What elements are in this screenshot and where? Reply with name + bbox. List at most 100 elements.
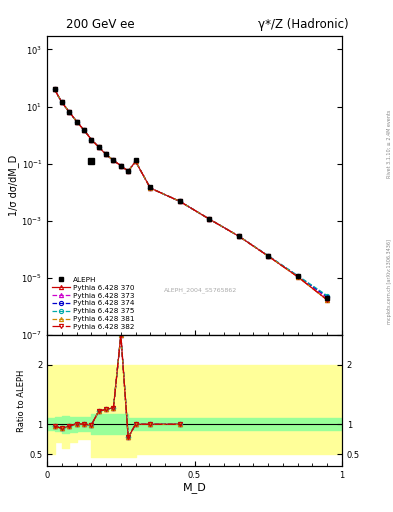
Text: 200 GeV ee: 200 GeV ee	[66, 18, 134, 31]
Pythia 6.428 374	[207, 216, 212, 222]
Pythia 6.428 374	[104, 152, 108, 158]
Pythia 6.428 373	[89, 137, 94, 143]
Pythia 6.428 374	[119, 163, 123, 169]
Pythia 6.428 374	[296, 273, 300, 279]
Y-axis label: Ratio to ALEPH: Ratio to ALEPH	[17, 369, 26, 432]
Pythia 6.428 370	[148, 185, 152, 191]
Pythia 6.428 382	[104, 152, 108, 158]
Pythia 6.428 374	[74, 118, 79, 124]
Pythia 6.428 382	[126, 168, 130, 174]
Pythia 6.428 375	[148, 185, 152, 191]
Pythia 6.428 382	[111, 157, 116, 163]
Pythia 6.428 370	[119, 163, 123, 169]
ALEPH	[60, 99, 64, 105]
Pythia 6.428 381	[52, 87, 57, 93]
ALEPH	[296, 272, 300, 279]
Pythia 6.428 373	[67, 109, 72, 115]
Pythia 6.428 381	[111, 157, 116, 163]
Pythia 6.428 373	[104, 152, 108, 158]
Pythia 6.428 373	[296, 273, 300, 279]
Line: Pythia 6.428 375: Pythia 6.428 375	[52, 88, 329, 297]
Pythia 6.428 373	[148, 185, 152, 191]
Pythia 6.428 370	[96, 144, 101, 150]
Pythia 6.428 381	[60, 99, 64, 105]
Pythia 6.428 370	[126, 168, 130, 174]
Pythia 6.428 370	[52, 87, 57, 93]
Pythia 6.428 381	[266, 253, 270, 259]
Text: γ*/Z (Hadronic): γ*/Z (Hadronic)	[258, 18, 349, 31]
Pythia 6.428 373	[133, 158, 138, 164]
Pythia 6.428 370	[296, 273, 300, 280]
Pythia 6.428 374	[126, 168, 130, 174]
Pythia 6.428 375	[89, 137, 94, 143]
Pythia 6.428 373	[60, 99, 64, 105]
Pythia 6.428 375	[178, 198, 182, 204]
Pythia 6.428 375	[133, 158, 138, 164]
Pythia 6.428 373	[74, 118, 79, 124]
Pythia 6.428 374	[82, 127, 86, 133]
Text: ALEPH_2004_S5765862: ALEPH_2004_S5765862	[164, 287, 237, 293]
Pythia 6.428 374	[325, 293, 330, 300]
Pythia 6.428 373	[207, 216, 212, 222]
Pythia 6.428 370	[325, 297, 330, 303]
Pythia 6.428 375	[119, 163, 123, 169]
Pythia 6.428 374	[111, 157, 116, 163]
Pythia 6.428 373	[237, 233, 241, 239]
X-axis label: M_D: M_D	[183, 482, 206, 494]
ALEPH	[237, 232, 241, 239]
Pythia 6.428 382	[207, 216, 212, 222]
Pythia 6.428 382	[237, 233, 241, 239]
ALEPH	[207, 216, 212, 222]
Pythia 6.428 375	[60, 99, 64, 105]
ALEPH	[67, 109, 72, 115]
Pythia 6.428 382	[52, 87, 57, 93]
Pythia 6.428 370	[237, 233, 241, 239]
Pythia 6.428 382	[89, 137, 94, 143]
Pythia 6.428 375	[126, 168, 130, 174]
Legend: ALEPH, Pythia 6.428 370, Pythia 6.428 373, Pythia 6.428 374, Pythia 6.428 375, P: ALEPH, Pythia 6.428 370, Pythia 6.428 37…	[51, 275, 136, 331]
Text: Rivet 3.1.10; ≥ 2.4M events: Rivet 3.1.10; ≥ 2.4M events	[387, 109, 392, 178]
Pythia 6.428 382	[119, 163, 123, 169]
Pythia 6.428 375	[74, 118, 79, 124]
Pythia 6.428 381	[126, 168, 130, 174]
Pythia 6.428 375	[96, 144, 101, 150]
Pythia 6.428 381	[325, 297, 330, 303]
Pythia 6.428 375	[67, 109, 72, 115]
Pythia 6.428 370	[60, 99, 64, 105]
ALEPH	[126, 168, 130, 174]
Pythia 6.428 370	[266, 253, 270, 259]
Pythia 6.428 382	[96, 144, 101, 150]
Pythia 6.428 382	[74, 118, 79, 124]
Line: Pythia 6.428 373: Pythia 6.428 373	[52, 88, 329, 300]
Pythia 6.428 381	[96, 144, 101, 150]
Pythia 6.428 373	[52, 87, 57, 93]
Pythia 6.428 381	[237, 233, 241, 239]
Pythia 6.428 382	[178, 198, 182, 204]
Pythia 6.428 375	[82, 127, 86, 133]
ALEPH	[89, 137, 94, 143]
Pythia 6.428 373	[119, 163, 123, 169]
Text: mcplots.cern.ch [arXiv:1306.3436]: mcplots.cern.ch [arXiv:1306.3436]	[387, 239, 392, 324]
Pythia 6.428 374	[89, 137, 94, 143]
Pythia 6.428 382	[296, 273, 300, 280]
Pythia 6.428 370	[111, 157, 116, 163]
Pythia 6.428 374	[266, 253, 270, 259]
Pythia 6.428 375	[52, 87, 57, 93]
Pythia 6.428 382	[60, 99, 64, 105]
Pythia 6.428 381	[82, 127, 86, 133]
ALEPH	[119, 163, 123, 169]
Line: Pythia 6.428 374: Pythia 6.428 374	[52, 88, 329, 299]
Pythia 6.428 375	[111, 157, 116, 163]
ALEPH	[148, 184, 152, 190]
ALEPH	[111, 157, 116, 163]
Pythia 6.428 381	[104, 152, 108, 158]
Pythia 6.428 375	[266, 252, 270, 259]
ALEPH	[178, 198, 182, 204]
Pythia 6.428 382	[67, 109, 72, 115]
Line: Pythia 6.428 382: Pythia 6.428 382	[52, 88, 329, 302]
Pythia 6.428 370	[82, 127, 86, 133]
Pythia 6.428 370	[67, 109, 72, 115]
ALEPH	[133, 157, 138, 163]
Pythia 6.428 375	[104, 152, 108, 158]
Pythia 6.428 374	[133, 158, 138, 164]
